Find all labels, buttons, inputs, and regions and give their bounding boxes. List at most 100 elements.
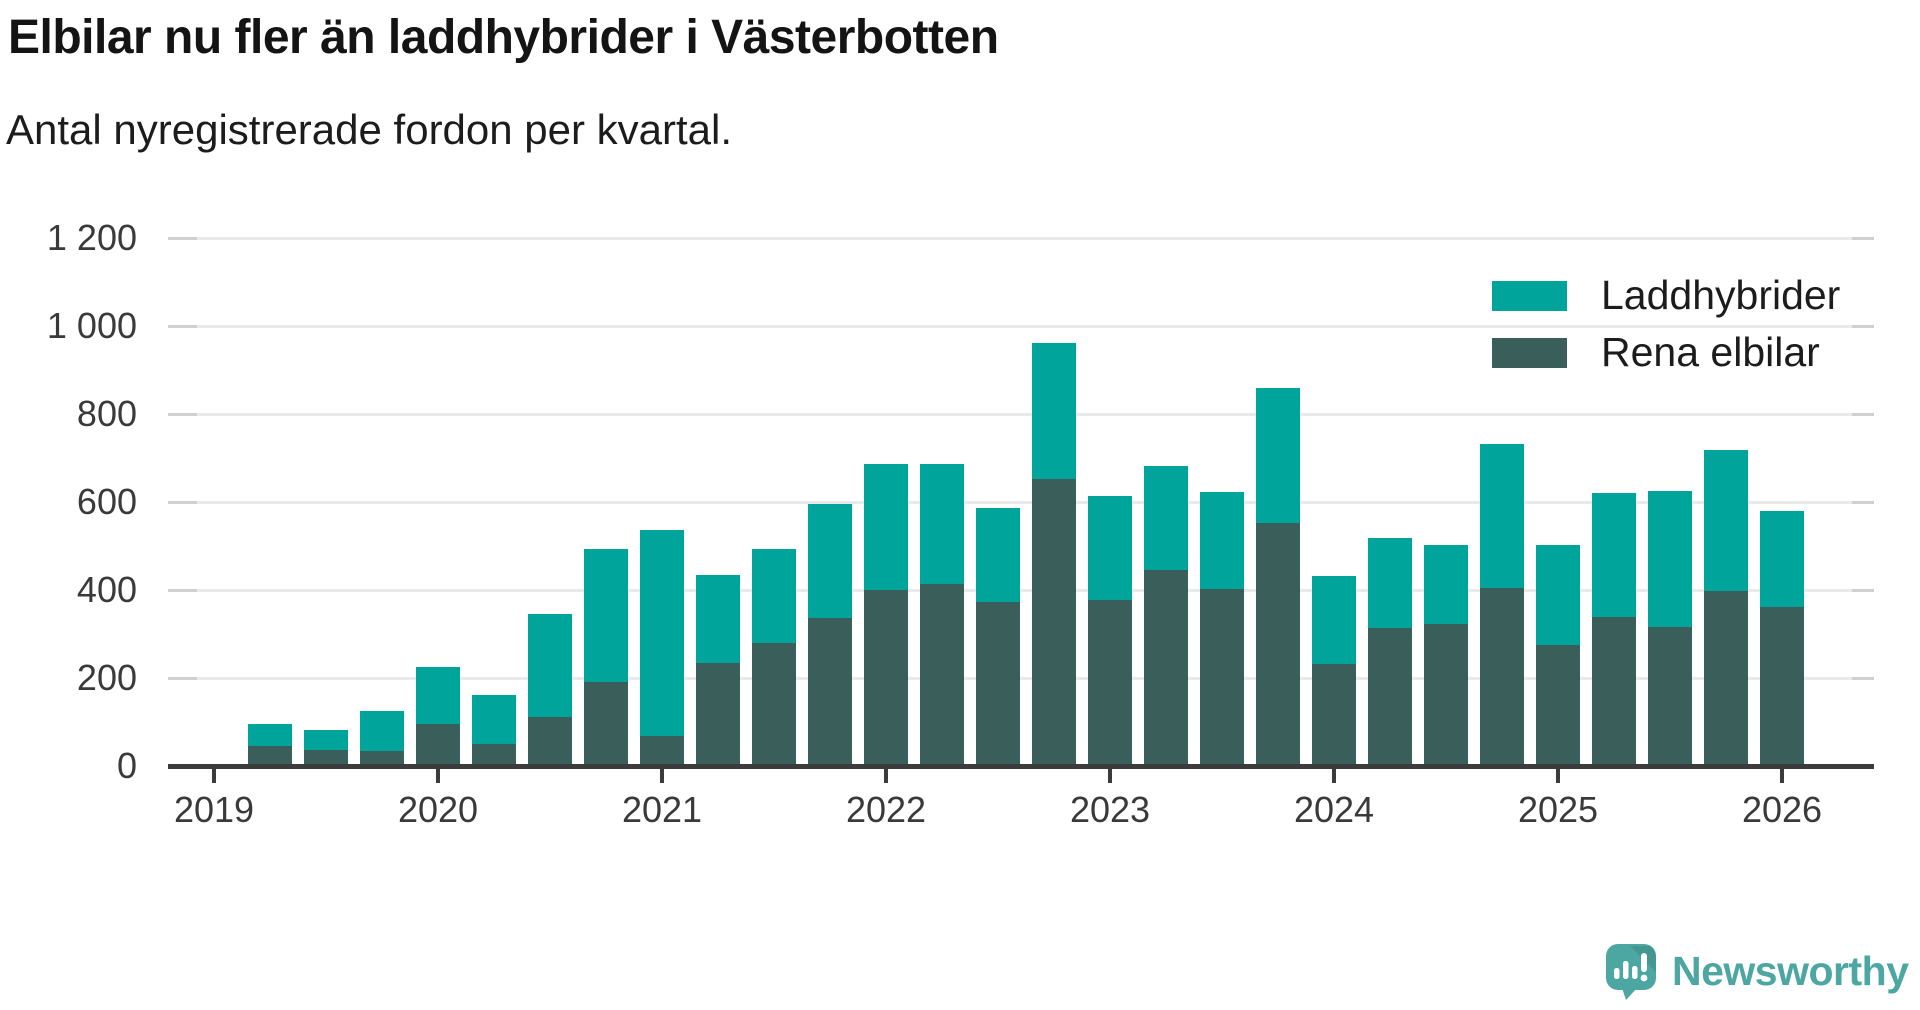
bar-2019-q2-laddhybrider: [248, 724, 292, 747]
logo-exclamation-bar: [1641, 953, 1647, 972]
gridline-stub-left-400: [168, 588, 197, 592]
bar-2021-q4-rena-elbilar: [808, 617, 852, 766]
bar-2024-q2-rena-elbilar: [1368, 628, 1412, 766]
legend-item-laddhybrider: Laddhybrider: [1492, 267, 1840, 324]
bar-2020-q2-rena-elbilar: [472, 744, 516, 766]
gridline-stub-right-400: [1852, 588, 1874, 592]
bar-2021-q3-laddhybrider: [752, 548, 796, 643]
bar-2021-q2-rena-elbilar: [696, 662, 740, 766]
bar-2025-q3-rena-elbilar: [1648, 626, 1692, 766]
bar-2023-q1-rena-elbilar: [1088, 599, 1132, 766]
gridline-stub-right-1000: [1852, 324, 1874, 328]
bar-2022-q1-laddhybrider: [864, 463, 908, 591]
bar-2021-q1-rena-elbilar: [640, 735, 684, 766]
x-axis-label-2019: 2019: [173, 789, 255, 830]
bar-2023-q3-laddhybrider: [1200, 492, 1244, 590]
bar-2019-q3-rena-elbilar: [304, 749, 348, 766]
bar-2020-q4-rena-elbilar: [584, 681, 628, 766]
bar-2024-q1-laddhybrider: [1312, 575, 1356, 664]
x-axis-tick-2025: [1556, 769, 1560, 783]
bar-2020-q3-laddhybrider: [528, 614, 572, 717]
gridline-stub-left-600: [168, 500, 197, 504]
bar-2025-q2-rena-elbilar: [1592, 616, 1636, 766]
bar-2025-q4-laddhybrider: [1704, 449, 1748, 592]
bar-2023-q4-laddhybrider: [1256, 388, 1300, 524]
x-axis-tick-2020: [436, 769, 440, 783]
x-axis-label-2026: 2026: [1741, 789, 1823, 830]
gridline-200: [197, 676, 1852, 680]
y-axis-label-600: 600: [76, 481, 137, 522]
bar-2022-q3-rena-elbilar: [976, 601, 1020, 766]
logo-bubble-tail: [1622, 988, 1637, 1000]
logo-chart-bar-3: [1632, 966, 1638, 979]
gridline-stub-left-200: [168, 676, 197, 680]
page-title: Elbilar nu fler än laddhybrider i Väster…: [8, 11, 999, 64]
bar-2023-q4-rena-elbilar: [1256, 523, 1300, 766]
x-axis-tick-2021: [660, 769, 664, 783]
bar-2020-q1-laddhybrider: [416, 666, 460, 724]
bar-2023-q2-rena-elbilar: [1144, 569, 1188, 766]
bar-2023-q3-rena-elbilar: [1200, 589, 1244, 766]
gridline-stub-right-200: [1852, 676, 1874, 680]
gridline-400: [197, 588, 1852, 592]
legend-swatch-rena-elbilar: [1492, 337, 1567, 368]
x-axis-tick-2022: [884, 769, 888, 783]
page-subtitle: Antal nyregistrerade fordon per kvartal.: [6, 106, 733, 153]
newsworthy-logo[interactable]: Newsworthy: [1604, 942, 1909, 1000]
bar-2024-q4-rena-elbilar: [1480, 587, 1524, 766]
bar-2019-q3-laddhybrider: [304, 729, 348, 750]
bar-2020-q1-rena-elbilar: [416, 723, 460, 766]
y-axis-label-1000: 1 000: [46, 305, 137, 346]
x-axis-label-2022: 2022: [845, 789, 927, 830]
x-axis-tick-2019: [212, 769, 216, 783]
bar-2024-q2-laddhybrider: [1368, 537, 1412, 629]
y-axis-label-800: 800: [76, 393, 137, 434]
y-axis-label-1200: 1 200: [46, 217, 137, 258]
bar-2020-q4-laddhybrider: [584, 548, 628, 682]
bar-2024-q3-rena-elbilar: [1424, 623, 1468, 766]
gridline-1000: [197, 324, 1852, 328]
x-axis-label-2025: 2025: [1517, 789, 1599, 830]
chart-legend: Laddhybrider Rena elbilar: [1492, 267, 1840, 381]
bar-2022-q2-rena-elbilar: [920, 583, 964, 766]
gridline-stub-left-1000: [168, 324, 197, 328]
x-axis-label-2020: 2020: [397, 789, 479, 830]
x-axis-tick-2026: [1780, 769, 1784, 783]
bar-2019-q2-rena-elbilar: [248, 746, 292, 766]
bar-2025-q1-rena-elbilar: [1536, 644, 1580, 766]
bar-2025-q2-laddhybrider: [1592, 492, 1636, 617]
x-axis-tick-2024: [1332, 769, 1336, 783]
bar-2022-q1-rena-elbilar: [864, 590, 908, 766]
bar-2021-q4-laddhybrider: [808, 503, 852, 618]
bar-2021-q2-laddhybrider: [696, 574, 740, 663]
gridline-stub-left-800: [168, 412, 197, 416]
legend-item-rena-elbilar: Rena elbilar: [1492, 324, 1840, 381]
bar-2021-q1-laddhybrider: [640, 529, 684, 736]
bar-2023-q1-laddhybrider: [1088, 496, 1132, 600]
bar-2024-q4-laddhybrider: [1480, 444, 1524, 588]
x-axis-label-2024: 2024: [1293, 789, 1375, 830]
logo-exclamation-dot: [1640, 974, 1648, 982]
newsworthy-logo-text: Newsworthy: [1672, 948, 1909, 994]
bar-2024-q3-laddhybrider: [1424, 544, 1468, 624]
legend-label-laddhybrider: Laddhybrider: [1601, 272, 1841, 318]
bar-2022-q3-laddhybrider: [976, 507, 1020, 602]
bar-2022-q2-laddhybrider: [920, 463, 964, 584]
bar-2025-q4-rena-elbilar: [1704, 591, 1748, 766]
gridline-1200: [197, 236, 1852, 240]
y-axis-label-0: 0: [116, 745, 137, 786]
y-axis-label-400: 400: [76, 569, 137, 610]
bar-2024-q1-rena-elbilar: [1312, 663, 1356, 766]
bar-2020-q3-rena-elbilar: [528, 716, 572, 766]
x-axis-label-2021: 2021: [621, 789, 703, 830]
gridline-stub-right-600: [1852, 500, 1874, 504]
x-axis-line: [168, 764, 1874, 769]
bar-2025-q3-laddhybrider: [1648, 491, 1692, 627]
bar-2021-q3-rena-elbilar: [752, 642, 796, 766]
gridline-800: [197, 412, 1852, 416]
bar-2022-q4-laddhybrider: [1032, 342, 1076, 480]
legend-swatch-laddhybrider: [1492, 280, 1567, 311]
logo-chart-bar-1: [1614, 968, 1620, 979]
x-axis-tick-2023: [1108, 769, 1112, 783]
